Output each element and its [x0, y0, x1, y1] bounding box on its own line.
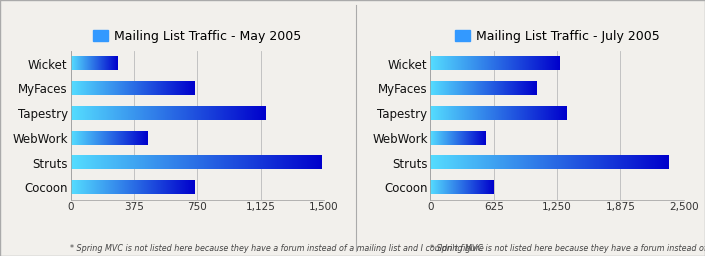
Text: * Spring MVC is not listed here because they have a forum instead of a mailing l: * Spring MVC is not listed here because …	[70, 244, 484, 256]
Legend: Mailing List Traffic - May 2005: Mailing List Traffic - May 2005	[88, 25, 307, 48]
Text: * Spring MVC is not listed here because they have a forum instead of a mailing l: * Spring MVC is not listed here because …	[430, 244, 705, 256]
Legend: Mailing List Traffic - July 2005: Mailing List Traffic - July 2005	[450, 25, 665, 48]
